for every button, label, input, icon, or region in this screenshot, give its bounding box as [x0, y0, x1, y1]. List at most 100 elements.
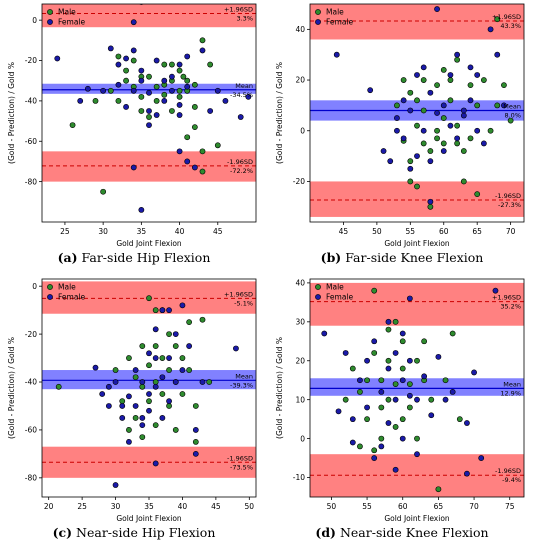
data-point-female — [126, 439, 132, 445]
caption-letter: (a) — [57, 250, 78, 265]
data-point-male — [139, 383, 146, 390]
data-point-male — [421, 338, 428, 345]
data-point-male — [447, 97, 454, 104]
data-point-female — [392, 350, 399, 356]
mean-label: Mean — [503, 380, 521, 388]
data-point-male — [406, 404, 413, 411]
data-point-male — [487, 127, 494, 134]
data-point-female — [501, 102, 507, 109]
caption-text: Far-side Hip Flexion — [81, 250, 211, 265]
upper-limit-value-label: -5.1% — [234, 299, 253, 307]
x-tick-label: 35 — [144, 502, 154, 511]
data-point-female — [414, 396, 420, 403]
data-point-female — [139, 422, 146, 429]
data-point-female — [449, 388, 456, 395]
data-point-male — [100, 188, 107, 195]
data-point-female — [119, 403, 126, 409]
data-point-male — [434, 135, 440, 142]
scatter-chart-near-hip: 20 25 30 35 40 45 50 0 -20 -40 -60 -80 Gold Joint Fl… — [7, 278, 257, 523]
x-axis-label: Gold Joint Flexion — [116, 514, 182, 523]
mean-label: Mean — [503, 102, 521, 110]
legend-marker-male — [315, 9, 321, 15]
x-tick-label: 45 — [211, 502, 221, 511]
data-point-male — [454, 56, 461, 63]
data-point-female — [400, 135, 407, 142]
x-tick-label: 25 — [77, 502, 87, 511]
data-point-female — [166, 307, 172, 314]
y-tick-label: -10 — [293, 473, 305, 482]
data-point-male — [146, 114, 152, 120]
mean-value-label: -39.3% — [230, 381, 253, 389]
data-point-female — [130, 87, 137, 94]
upper-limit-band — [310, 4, 524, 40]
data-point-male — [454, 122, 461, 129]
legend-marker-female — [315, 294, 321, 300]
data-point-female — [184, 53, 191, 60]
data-point-male — [385, 357, 392, 364]
data-point-male — [507, 117, 514, 124]
data-point-male — [357, 443, 363, 450]
data-point-female — [107, 45, 114, 52]
x-tick-label: 30 — [111, 502, 121, 511]
lower-limit-label: -1.96SD — [495, 192, 521, 200]
data-point-male — [420, 77, 427, 83]
data-point-female — [385, 420, 392, 426]
data-point-male — [414, 97, 420, 104]
data-point-female — [237, 114, 244, 120]
legend-label-male: Male — [58, 283, 76, 292]
data-point-female — [394, 127, 400, 134]
x-tick-label: 65 — [434, 502, 444, 511]
data-point-male — [199, 168, 206, 175]
data-point-male — [126, 427, 132, 433]
data-point-male — [460, 178, 467, 185]
data-point-male — [474, 191, 481, 198]
data-point-male — [139, 343, 146, 349]
data-point-female — [84, 85, 91, 92]
data-point-female — [152, 383, 159, 390]
data-point-female — [400, 97, 407, 104]
upper-limit-label: +1.96SD — [492, 294, 521, 302]
data-point-male — [69, 122, 76, 129]
upper-limit-value-label: 35.2% — [500, 303, 521, 311]
data-point-female — [349, 439, 356, 446]
x-tick-label: 70 — [469, 502, 479, 511]
data-point-female — [119, 415, 126, 421]
x-axis-label: Gold Joint Flexion — [384, 239, 450, 248]
data-point-female — [159, 415, 166, 421]
data-point-female — [364, 404, 370, 411]
data-point-male — [392, 424, 399, 430]
data-point-male — [115, 53, 122, 60]
data-point-female — [186, 343, 193, 349]
data-point-female — [321, 330, 328, 337]
caption-near-hip: (c) Near-side Hip Flexion — [0, 525, 268, 540]
mean-value-label: 8.0% — [504, 111, 521, 119]
data-point-male — [126, 355, 132, 361]
data-point-male — [132, 415, 139, 421]
y-tick-label: -60 — [25, 137, 37, 146]
data-point-female — [54, 55, 61, 62]
data-point-male — [199, 37, 206, 44]
data-point-male — [399, 365, 406, 372]
data-point-male — [407, 158, 414, 165]
y-tick-label: -40 — [25, 378, 37, 387]
data-point-female — [192, 450, 199, 457]
data-point-male — [152, 307, 159, 314]
data-point-female — [435, 353, 442, 360]
plot-frame — [41, 3, 257, 223]
data-point-female — [152, 355, 159, 361]
upper-limit-label: +1.96SD — [492, 13, 521, 21]
lower-limit-value-label: -72.2% — [230, 167, 253, 175]
chart-panel-far-knee: 45 50 55 60 65 70 40 20 0 -20 Gold Joint Flexion (G… — [268, 0, 536, 275]
data-point-male — [214, 142, 221, 149]
x-tick-label: 50 — [245, 502, 255, 511]
caption-text: Far-side Knee Flexion — [345, 250, 484, 265]
data-point-male — [342, 396, 349, 403]
data-point-female — [169, 87, 175, 94]
data-point-female — [126, 393, 132, 400]
data-point-female — [139, 379, 146, 385]
caption-letter: (b) — [320, 250, 342, 265]
upper-limit-label: +1.96SD — [224, 5, 253, 13]
data-point-female — [146, 350, 152, 357]
legend-label-male: Male — [326, 283, 344, 292]
data-point-female — [105, 383, 112, 390]
